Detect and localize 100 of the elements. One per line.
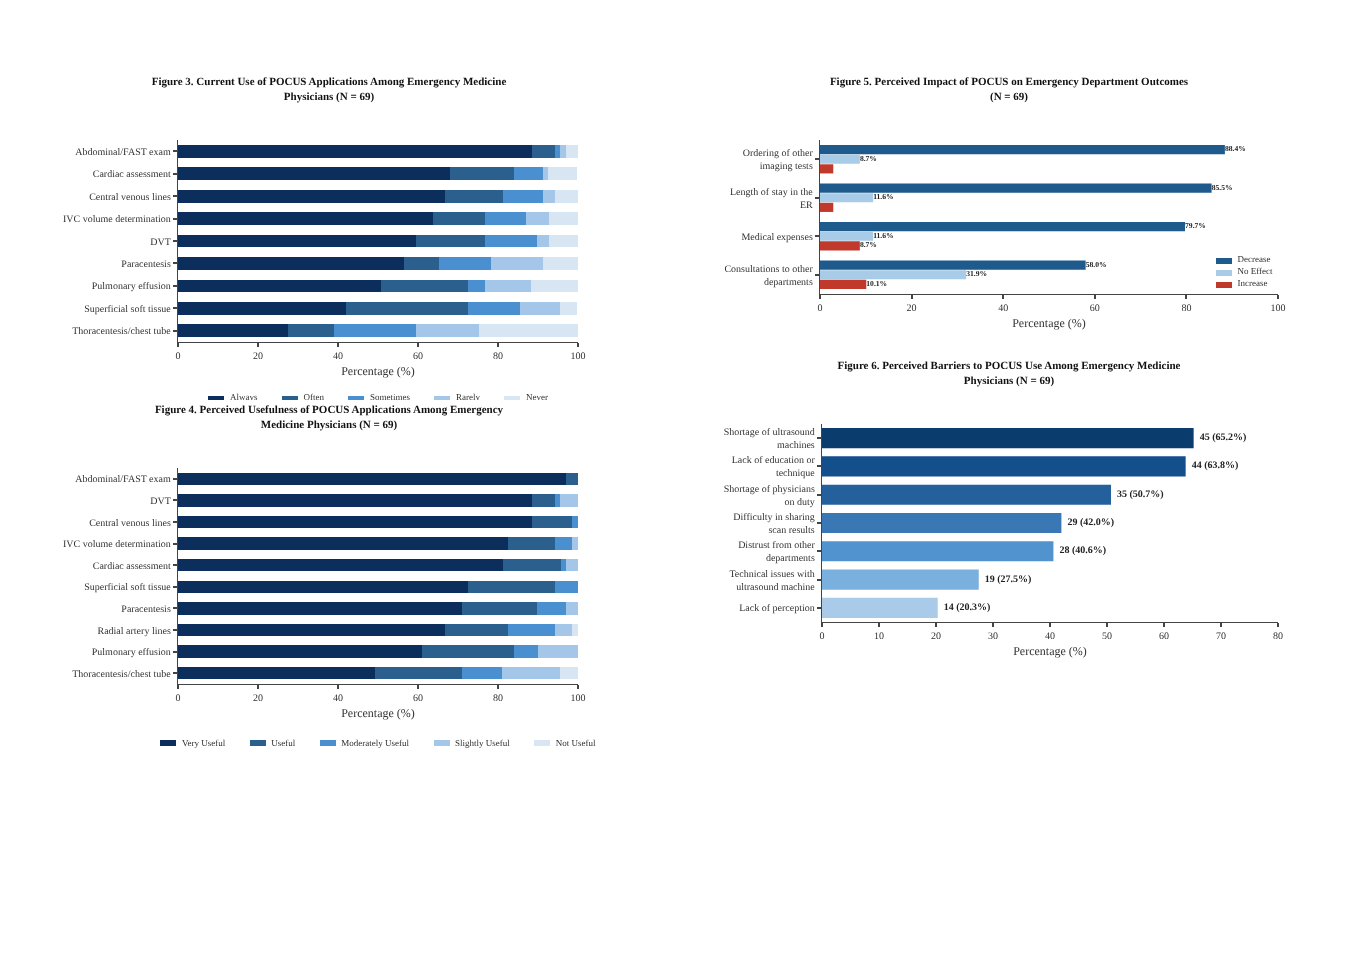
bar [178, 212, 434, 225]
bar [537, 234, 549, 248]
bar [438, 257, 491, 270]
bar [502, 559, 561, 572]
bar [572, 623, 578, 637]
bar [178, 667, 376, 680]
bar [820, 145, 1225, 155]
bar [820, 183, 1212, 193]
bar [178, 515, 532, 529]
bar [178, 324, 288, 338]
bar [820, 202, 834, 212]
bar [346, 301, 468, 315]
bar [485, 212, 526, 225]
bar [467, 301, 520, 315]
bar [404, 257, 439, 270]
bar [822, 428, 1194, 449]
bar [450, 167, 514, 181]
bar [822, 569, 979, 590]
bar [543, 189, 555, 203]
bar [531, 144, 555, 158]
bar [542, 167, 549, 181]
bar [566, 559, 578, 572]
bar [820, 270, 967, 280]
bar [566, 472, 578, 485]
bar [822, 541, 1054, 562]
bar [548, 234, 578, 248]
bar [560, 667, 578, 680]
bar [820, 222, 1186, 232]
bar [375, 667, 462, 680]
bar [433, 212, 486, 225]
bar [820, 241, 860, 251]
bar [822, 597, 938, 618]
bar [560, 301, 578, 315]
bar [444, 623, 509, 637]
bar [554, 623, 572, 637]
bar [820, 231, 874, 241]
bar [566, 602, 578, 615]
bar [178, 645, 422, 658]
bar [178, 279, 381, 293]
bar [421, 645, 515, 658]
bar [178, 494, 532, 507]
bar [554, 494, 561, 507]
bar [334, 324, 416, 338]
bar [560, 494, 578, 507]
bar [542, 257, 578, 270]
bar [531, 494, 555, 507]
bar [462, 667, 503, 680]
bar [820, 279, 867, 289]
bar [178, 189, 445, 203]
bar [537, 602, 566, 615]
bar [178, 602, 462, 615]
bar [485, 234, 538, 248]
bar [508, 537, 555, 550]
bar [822, 456, 1186, 477]
bar [468, 580, 555, 593]
bar [178, 472, 567, 485]
bar [822, 484, 1111, 505]
bar [288, 324, 335, 338]
bar [380, 279, 468, 293]
bar [572, 537, 578, 550]
bar [444, 189, 503, 203]
bar [508, 623, 555, 637]
bar [548, 212, 578, 225]
bar [502, 189, 544, 203]
bar [178, 167, 451, 181]
bar [178, 144, 532, 158]
bar [519, 301, 560, 315]
bar [415, 324, 480, 338]
bar [462, 602, 538, 615]
bar [822, 512, 1062, 534]
bar [178, 301, 346, 315]
bar [178, 623, 445, 637]
bar [484, 279, 532, 293]
bar [554, 537, 572, 550]
bar [490, 257, 543, 270]
bar [178, 537, 509, 550]
bar [554, 189, 578, 203]
bar [820, 260, 1086, 270]
bar [178, 559, 503, 572]
bar [566, 144, 578, 158]
bar [514, 645, 538, 658]
bar [820, 154, 860, 164]
bar [560, 144, 566, 158]
bar [548, 167, 578, 181]
bar [178, 257, 404, 270]
bar [537, 645, 578, 658]
bar [572, 515, 578, 529]
bar [502, 667, 561, 680]
bar [178, 234, 416, 248]
bar [820, 193, 874, 203]
bar [415, 234, 486, 248]
bar [467, 279, 485, 293]
bar [554, 580, 578, 593]
bar [178, 580, 468, 593]
bar [514, 167, 543, 181]
bar [531, 279, 578, 293]
bar [820, 164, 834, 174]
bar [525, 212, 549, 225]
bar [531, 515, 572, 529]
bar [554, 144, 561, 158]
